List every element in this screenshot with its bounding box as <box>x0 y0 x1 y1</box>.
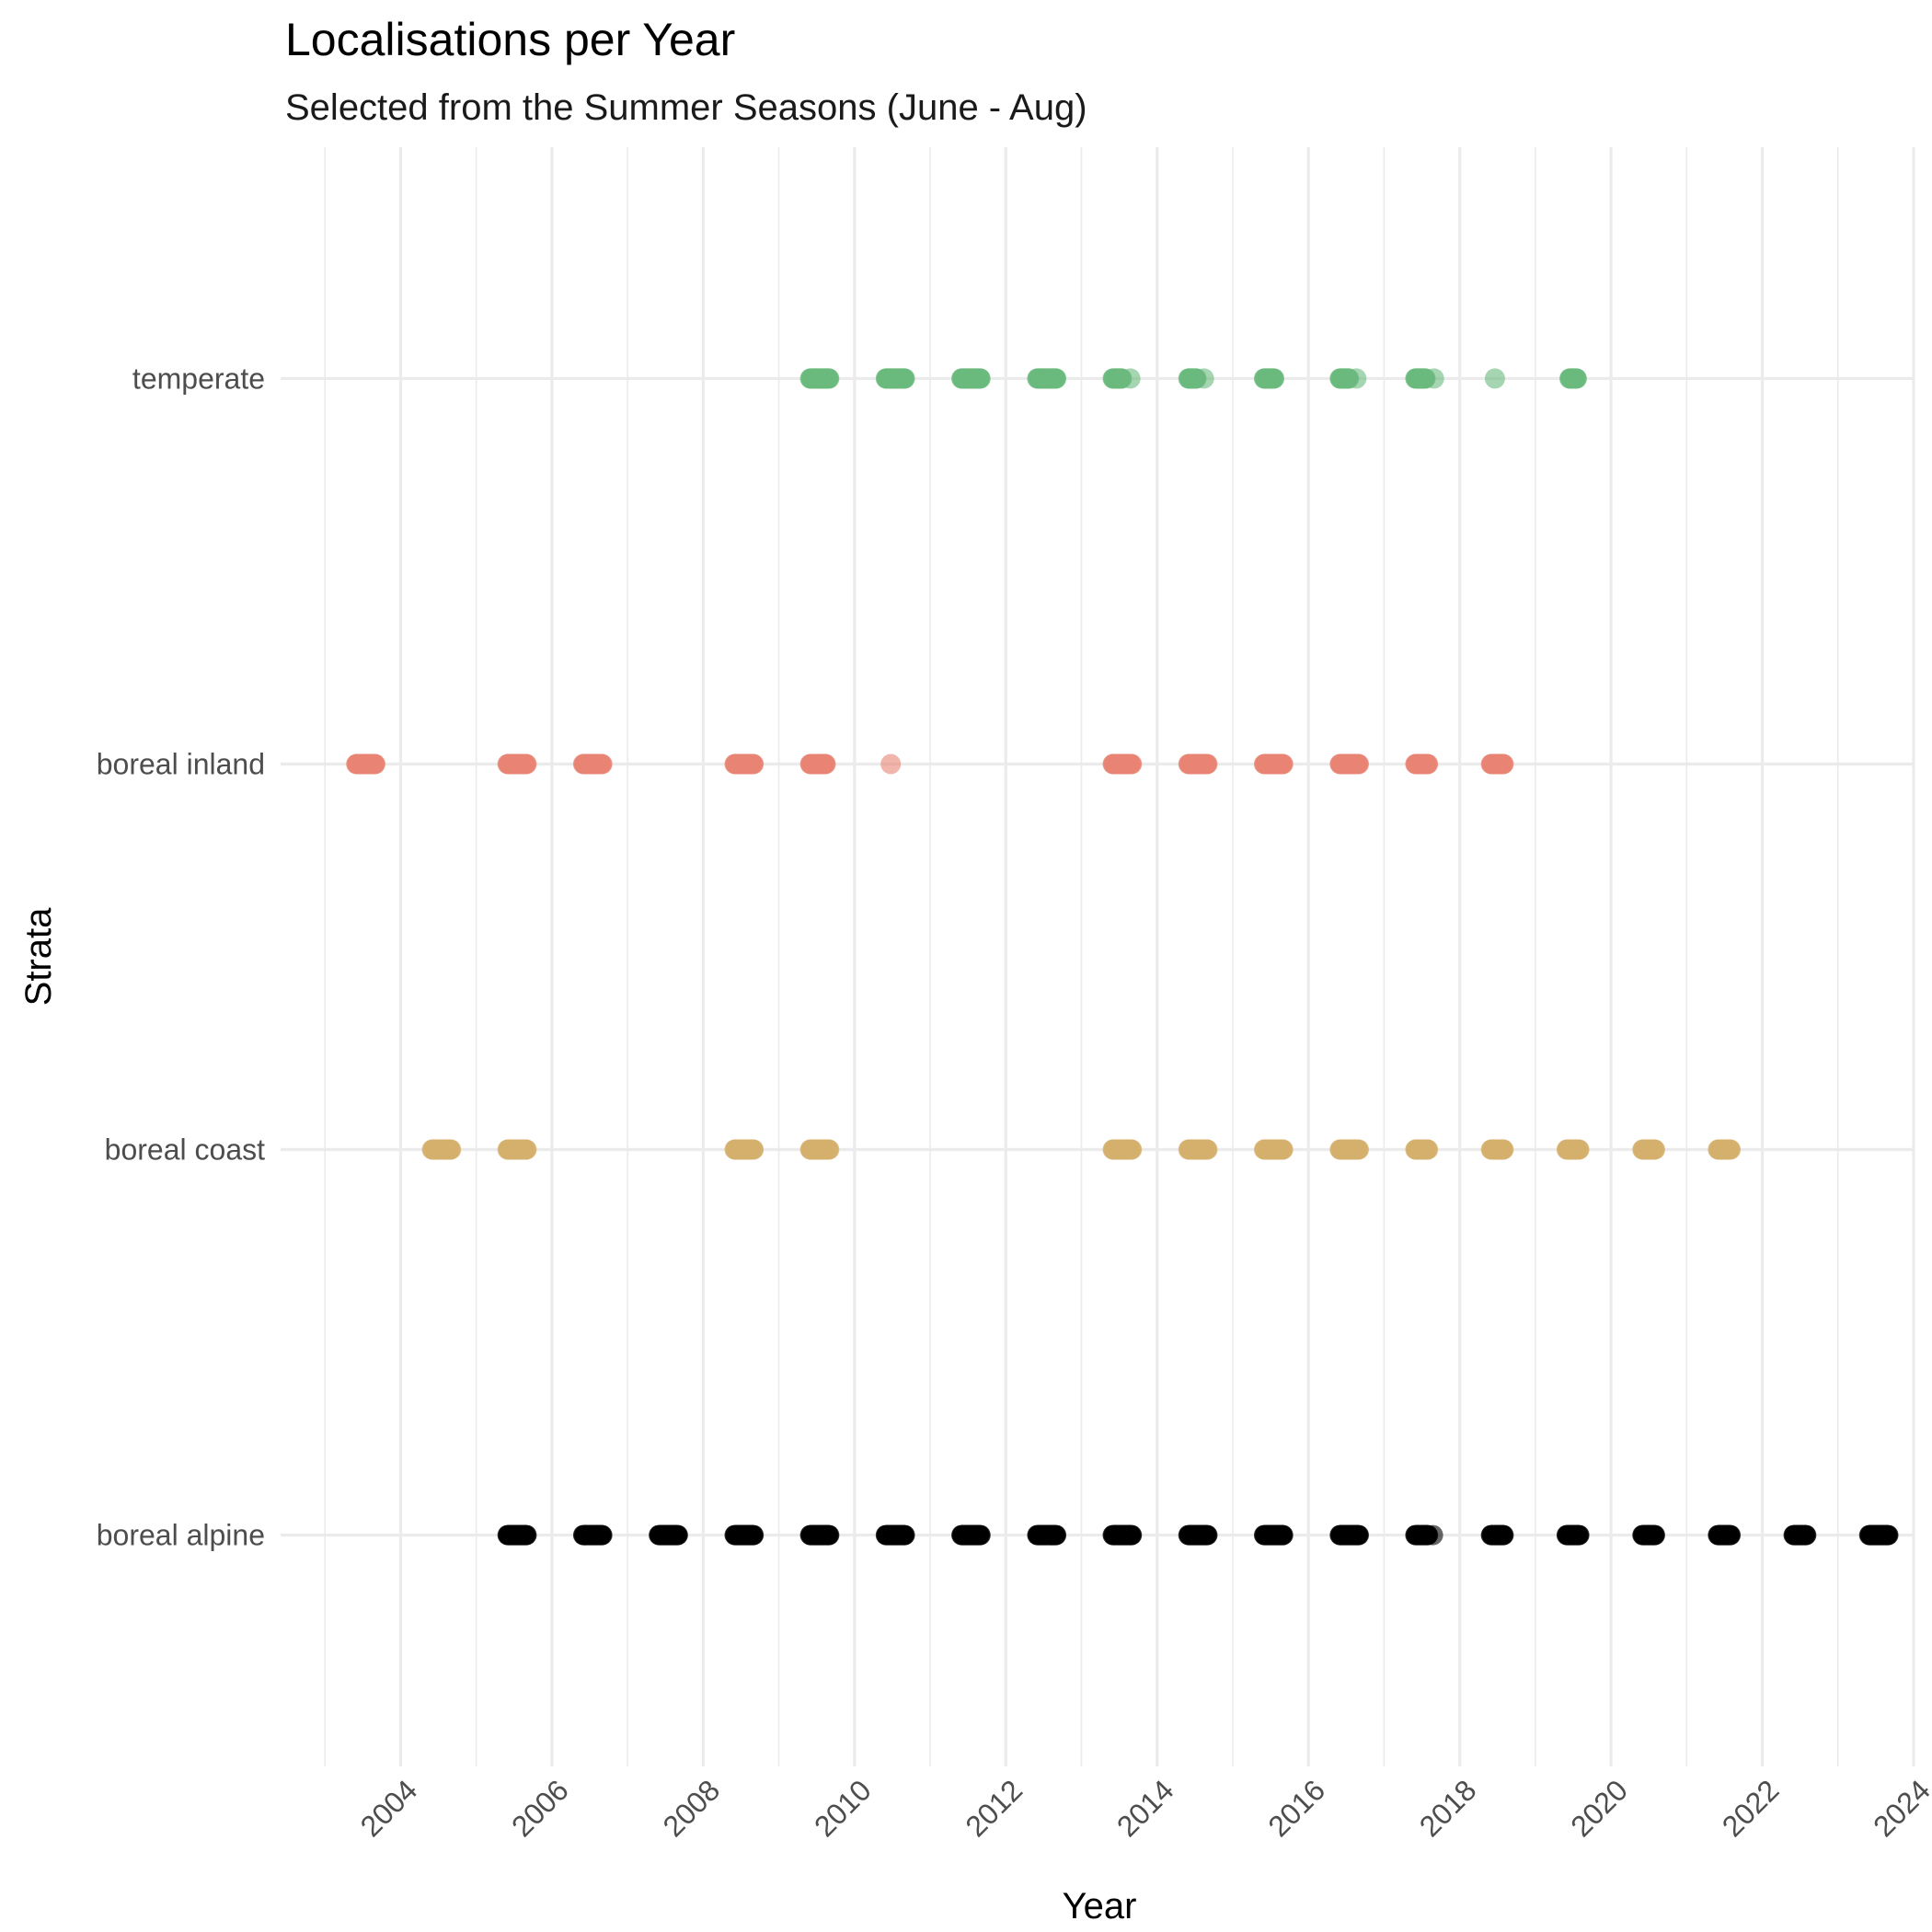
y-axis-ticks: boreal alpine boreal coast boreal inland te… <box>97 362 265 1551</box>
data-point <box>1566 368 1587 389</box>
data-point <box>592 1524 613 1546</box>
data-point <box>815 753 836 775</box>
data-point <box>1046 1524 1067 1546</box>
x-axis-ticks: 2004 2006 2008 2010 2012 2014 2016 2018 2020 2022… <box>354 1773 1932 1843</box>
data-point <box>516 1524 537 1546</box>
data-point <box>1348 753 1369 775</box>
data-point <box>1484 368 1505 389</box>
data-point <box>1493 1524 1514 1546</box>
data-points <box>346 368 1899 1546</box>
grid <box>281 147 1915 1766</box>
data-point <box>743 1139 765 1160</box>
data-point <box>1422 1524 1443 1546</box>
data-point <box>516 1139 537 1160</box>
y-tick-label: boreal alpine <box>97 1519 265 1552</box>
data-point <box>592 753 613 775</box>
data-point <box>1644 1524 1665 1546</box>
x-tick-label: 2012 <box>959 1773 1029 1843</box>
data-point <box>1346 368 1367 389</box>
chart-title: Localisations per Year <box>285 14 735 65</box>
data-point <box>819 1139 840 1160</box>
data-point <box>1046 368 1067 389</box>
data-point <box>819 368 840 389</box>
x-axis-title: Year <box>1063 1886 1137 1926</box>
data-point <box>819 1524 840 1546</box>
data-point <box>1348 1139 1369 1160</box>
data-point <box>1197 1139 1218 1160</box>
x-tick-label: 2006 <box>505 1773 575 1843</box>
data-point <box>1878 1524 1899 1546</box>
data-point <box>1720 1139 1742 1160</box>
x-tick-label: 2014 <box>1110 1773 1180 1843</box>
data-point <box>1121 1139 1143 1160</box>
data-point <box>1720 1524 1742 1546</box>
chart-subtitle: Selected from the Summer Seasons (June -… <box>285 87 1087 128</box>
y-tick-label: temperate <box>132 362 265 395</box>
data-point <box>1272 1524 1294 1546</box>
data-point <box>1493 1139 1514 1160</box>
data-point <box>970 368 991 389</box>
data-point <box>441 1139 462 1160</box>
data-point <box>1193 368 1214 389</box>
x-tick-label: 2020 <box>1564 1773 1634 1843</box>
y-tick-label: boreal inland <box>97 747 265 780</box>
data-point <box>1121 753 1143 775</box>
data-point <box>1423 368 1444 389</box>
data-point <box>743 753 765 775</box>
data-point <box>743 1524 765 1546</box>
data-point <box>1796 1524 1817 1546</box>
x-tick-label: 2008 <box>657 1773 727 1843</box>
data-point <box>970 1524 991 1546</box>
data-point <box>1569 1139 1590 1160</box>
data-point <box>894 1524 915 1546</box>
x-tick-label: 2022 <box>1716 1773 1786 1843</box>
data-point <box>1493 753 1514 775</box>
data-point <box>1121 1524 1143 1546</box>
data-point <box>1272 1139 1294 1160</box>
data-point <box>1264 368 1285 389</box>
x-tick-label: 2024 <box>1867 1773 1932 1843</box>
x-tick-label: 2010 <box>808 1773 878 1843</box>
data-point <box>1197 753 1218 775</box>
data-point <box>1197 1524 1218 1546</box>
y-tick-label: boreal coast <box>105 1133 265 1167</box>
data-point <box>1418 1139 1439 1160</box>
data-point <box>880 753 902 775</box>
data-point <box>1120 368 1141 389</box>
data-point <box>364 753 385 775</box>
x-tick-label: 2004 <box>354 1773 424 1843</box>
data-point <box>1644 1139 1665 1160</box>
data-point <box>894 368 915 389</box>
x-tick-label: 2016 <box>1261 1773 1331 1843</box>
data-point <box>1272 753 1294 775</box>
data-point <box>1569 1524 1590 1546</box>
data-point <box>1348 1524 1369 1546</box>
data-point <box>1418 753 1439 775</box>
x-tick-label: 2018 <box>1413 1773 1483 1843</box>
y-axis-title: Strata <box>18 907 59 1006</box>
data-point <box>516 753 537 775</box>
data-point <box>667 1524 688 1546</box>
